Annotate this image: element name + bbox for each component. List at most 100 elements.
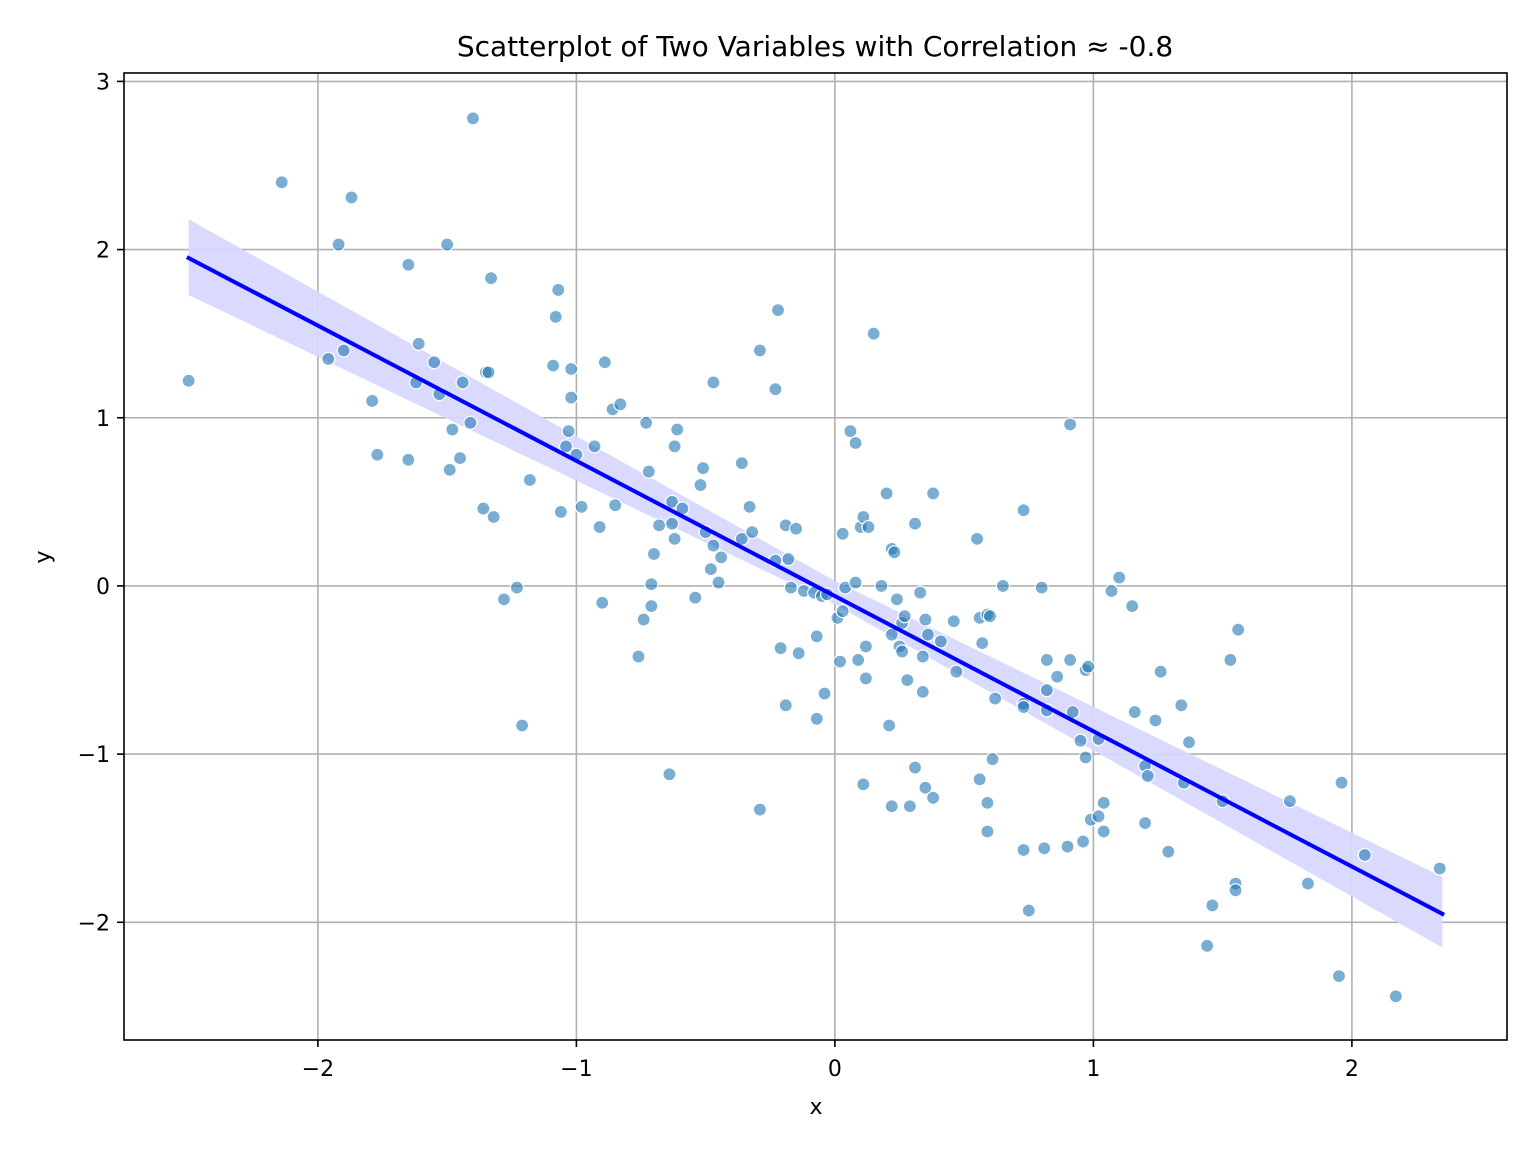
- data-point: [688, 590, 703, 605]
- data-point: [809, 711, 824, 726]
- data-point: [662, 767, 677, 782]
- data-point: [496, 592, 512, 607]
- data-point: [1140, 768, 1155, 784]
- data-point: [851, 652, 866, 668]
- data-point: [742, 499, 757, 514]
- data-point: [1127, 704, 1142, 720]
- data-point: [442, 462, 457, 477]
- data-point: [789, 521, 804, 536]
- y-axis-ticks: −2 −1 0 1 2 3: [78, 70, 124, 936]
- data-point: [514, 718, 530, 733]
- data-point: [1223, 652, 1238, 668]
- data-point: [848, 575, 863, 590]
- data-point: [522, 472, 537, 488]
- data-point: [427, 355, 442, 370]
- data-point: [641, 464, 656, 479]
- data-point: [1016, 842, 1031, 858]
- data-point: [1432, 861, 1447, 876]
- data-point: [809, 629, 824, 644]
- data-point: [1039, 683, 1054, 698]
- data-point: [639, 415, 654, 430]
- data-point: [365, 393, 380, 409]
- data-point: [553, 504, 568, 520]
- y-tick-label: −2: [78, 911, 110, 936]
- data-point: [711, 575, 726, 590]
- data-point: [835, 526, 850, 541]
- data-point: [889, 592, 905, 607]
- data-point: [1096, 795, 1111, 810]
- data-point: [768, 382, 783, 397]
- data-point: [455, 375, 470, 390]
- data-point: [561, 424, 576, 439]
- data-point: [664, 494, 680, 509]
- data-point: [745, 525, 760, 540]
- data-point: [564, 361, 579, 377]
- data-point: [770, 303, 786, 318]
- data-point: [752, 343, 768, 358]
- data-point: [1021, 903, 1036, 918]
- data-point: [481, 365, 496, 380]
- data-point: [915, 684, 930, 699]
- data-point: [644, 599, 659, 614]
- data-point: [1174, 698, 1189, 713]
- data-point: [866, 326, 881, 341]
- data-point: [884, 799, 899, 814]
- data-point: [321, 351, 336, 366]
- data-point: [1205, 898, 1220, 913]
- data-point: [1078, 750, 1093, 765]
- data-point: [331, 237, 346, 252]
- data-point: [778, 698, 793, 713]
- x-axis-label: x: [809, 1095, 822, 1120]
- data-point: [1181, 735, 1197, 750]
- y-tick-label: 1: [96, 407, 110, 432]
- data-point: [664, 516, 680, 531]
- data-point: [848, 435, 863, 451]
- data-point: [835, 604, 850, 619]
- x-tick-label: 1: [1086, 1057, 1100, 1082]
- data-point: [670, 422, 685, 437]
- data-point: [861, 519, 876, 535]
- data-point: [969, 531, 985, 546]
- data-point: [574, 499, 589, 514]
- data-point: [874, 578, 889, 594]
- y-axis-label: y: [31, 550, 56, 563]
- data-point: [918, 612, 933, 627]
- data-point: [985, 752, 1000, 767]
- data-point: [1104, 583, 1119, 599]
- data-point: [636, 612, 651, 627]
- data-point: [781, 551, 796, 567]
- data-point: [667, 439, 682, 454]
- data-point: [926, 486, 941, 501]
- data-point: [592, 519, 607, 535]
- data-point: [902, 799, 917, 814]
- x-tick-label: −2: [302, 1057, 334, 1082]
- data-point: [1063, 652, 1078, 668]
- data-point: [1091, 809, 1106, 824]
- grid-lines: [124, 73, 1507, 1040]
- data-point: [734, 456, 749, 471]
- data-point: [1334, 775, 1349, 790]
- data-point: [181, 373, 196, 388]
- data-point: [411, 336, 426, 351]
- data-point: [982, 609, 998, 624]
- data-point: [703, 562, 718, 577]
- data-point: [980, 824, 995, 839]
- data-point: [858, 671, 874, 686]
- data-point: [548, 309, 563, 324]
- x-axis-ticks: −2 −1 0 1 2: [302, 1040, 1359, 1082]
- data-point: [1300, 876, 1316, 891]
- data-point: [695, 461, 711, 476]
- data-point: [988, 691, 1003, 706]
- data-point: [791, 646, 806, 661]
- data-point: [1096, 824, 1111, 839]
- data-point: [858, 639, 874, 654]
- y-tick-label: 3: [96, 70, 110, 95]
- data-point: [608, 498, 623, 513]
- data-point: [856, 777, 871, 792]
- data-points: [181, 111, 1447, 1004]
- data-point: [882, 718, 897, 733]
- data-point: [1039, 652, 1054, 668]
- data-point: [652, 518, 667, 533]
- data-point: [1137, 815, 1153, 831]
